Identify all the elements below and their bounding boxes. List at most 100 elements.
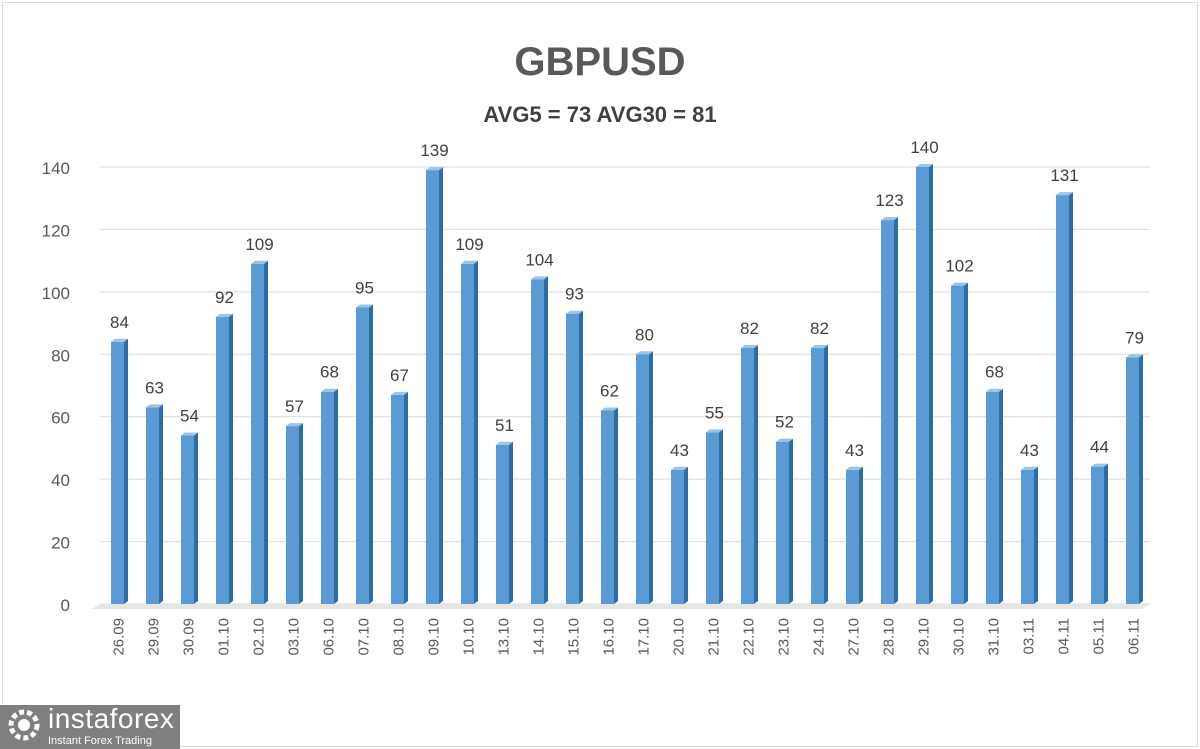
y-tick-label: 140: [42, 159, 70, 178]
data-label: 54: [180, 406, 199, 425]
bar: [1021, 469, 1034, 604]
bar: [951, 285, 964, 604]
bar-top: [636, 351, 653, 355]
data-label: 67: [390, 366, 409, 385]
bar-side: [509, 441, 513, 604]
bar-top: [1056, 192, 1073, 196]
bar-top: [846, 466, 863, 470]
bar-side: [824, 345, 828, 604]
x-tick-label: 06.11: [1126, 618, 1143, 654]
x-tick-label: 03.11: [1021, 618, 1038, 654]
data-label: 55: [705, 403, 724, 422]
bar: [566, 313, 579, 604]
data-label: 43: [845, 441, 864, 460]
bar: [1126, 357, 1139, 604]
x-tick-label: 26.09: [111, 618, 128, 656]
bar: [391, 394, 404, 604]
data-label: 109: [455, 235, 483, 254]
bar-side: [789, 438, 793, 604]
bar: [321, 391, 334, 604]
x-tick-label: 03.10: [286, 618, 303, 656]
bar-side: [264, 260, 268, 604]
bar-side: [544, 276, 548, 604]
bar-side: [859, 466, 863, 604]
data-label: 80: [635, 325, 654, 344]
bar: [356, 307, 369, 604]
bar-side: [1104, 463, 1108, 604]
x-tick-label: 30.09: [181, 618, 198, 656]
bar-side: [964, 282, 968, 604]
bar-top: [286, 423, 303, 427]
data-label: 43: [1020, 441, 1039, 460]
bar-top: [146, 404, 163, 408]
bar: [811, 348, 824, 604]
data-label: 44: [1090, 438, 1109, 457]
bar-top: [1126, 354, 1143, 358]
bar: [111, 341, 124, 604]
bar: [741, 348, 754, 604]
x-tick-label: 31.10: [986, 618, 1003, 656]
bar-top: [986, 388, 1003, 392]
x-tick-label: 23.10: [776, 618, 793, 656]
x-tick-label: 28.10: [881, 618, 898, 656]
data-label: 52: [775, 413, 794, 432]
y-tick-label: 60: [51, 409, 70, 428]
data-label: 51: [495, 416, 514, 435]
bar: [531, 279, 544, 604]
data-label: 82: [810, 319, 829, 338]
bar-side: [754, 345, 758, 604]
x-tick-label: 09.10: [426, 618, 443, 656]
bar: [776, 441, 789, 604]
x-tick-label: 15.10: [566, 618, 583, 656]
bar-top: [916, 164, 933, 167]
data-label: 95: [355, 278, 374, 297]
bar: [916, 167, 929, 604]
x-tick-label: 29.10: [916, 618, 933, 656]
x-tick-label: 05.11: [1091, 618, 1108, 654]
data-label: 140: [910, 138, 938, 157]
data-label: 104: [525, 250, 553, 269]
bar-side: [334, 388, 338, 604]
x-tick-label: 13.10: [496, 618, 513, 656]
bar: [601, 410, 614, 604]
bar-side: [299, 423, 303, 604]
bar: [426, 170, 439, 604]
bar: [496, 444, 509, 604]
data-label: 123: [875, 191, 903, 210]
chart-subtitle: AVG5 = 73 AVG30 = 81: [483, 102, 717, 127]
bar-top: [111, 338, 128, 342]
logo-tagline: Instant Forex Trading: [48, 735, 152, 747]
bar-side: [474, 260, 478, 604]
bar: [216, 316, 229, 604]
data-label: 57: [285, 397, 304, 416]
bar-side: [719, 429, 723, 604]
data-label: 109: [245, 235, 273, 254]
x-tick-label: 01.10: [216, 618, 233, 656]
bar-top: [776, 438, 793, 442]
x-tick-label: 16.10: [601, 618, 618, 656]
y-tick-label: 0: [61, 596, 70, 615]
y-tick-label: 80: [51, 346, 70, 365]
x-tick-label: 29.09: [146, 618, 163, 656]
bar-side: [579, 310, 583, 604]
gear-icon: [8, 709, 40, 741]
bar-top: [706, 429, 723, 433]
x-tick-label: 27.10: [846, 618, 863, 656]
bar-top: [216, 313, 233, 317]
bar-side: [124, 338, 128, 604]
bar-top: [671, 466, 688, 470]
bar-side: [894, 217, 898, 605]
bar: [671, 469, 684, 604]
bar: [146, 407, 159, 604]
bar-side: [999, 388, 1003, 604]
data-label: 93: [565, 285, 584, 304]
bar-top: [566, 310, 583, 314]
bar-top: [811, 345, 828, 349]
data-label: 79: [1125, 328, 1144, 347]
bar: [461, 263, 474, 604]
y-tick-label: 120: [42, 221, 70, 240]
x-tick-label: 10.10: [461, 618, 478, 656]
x-tick-label: 04.11: [1056, 618, 1073, 654]
bar-top: [321, 388, 338, 392]
